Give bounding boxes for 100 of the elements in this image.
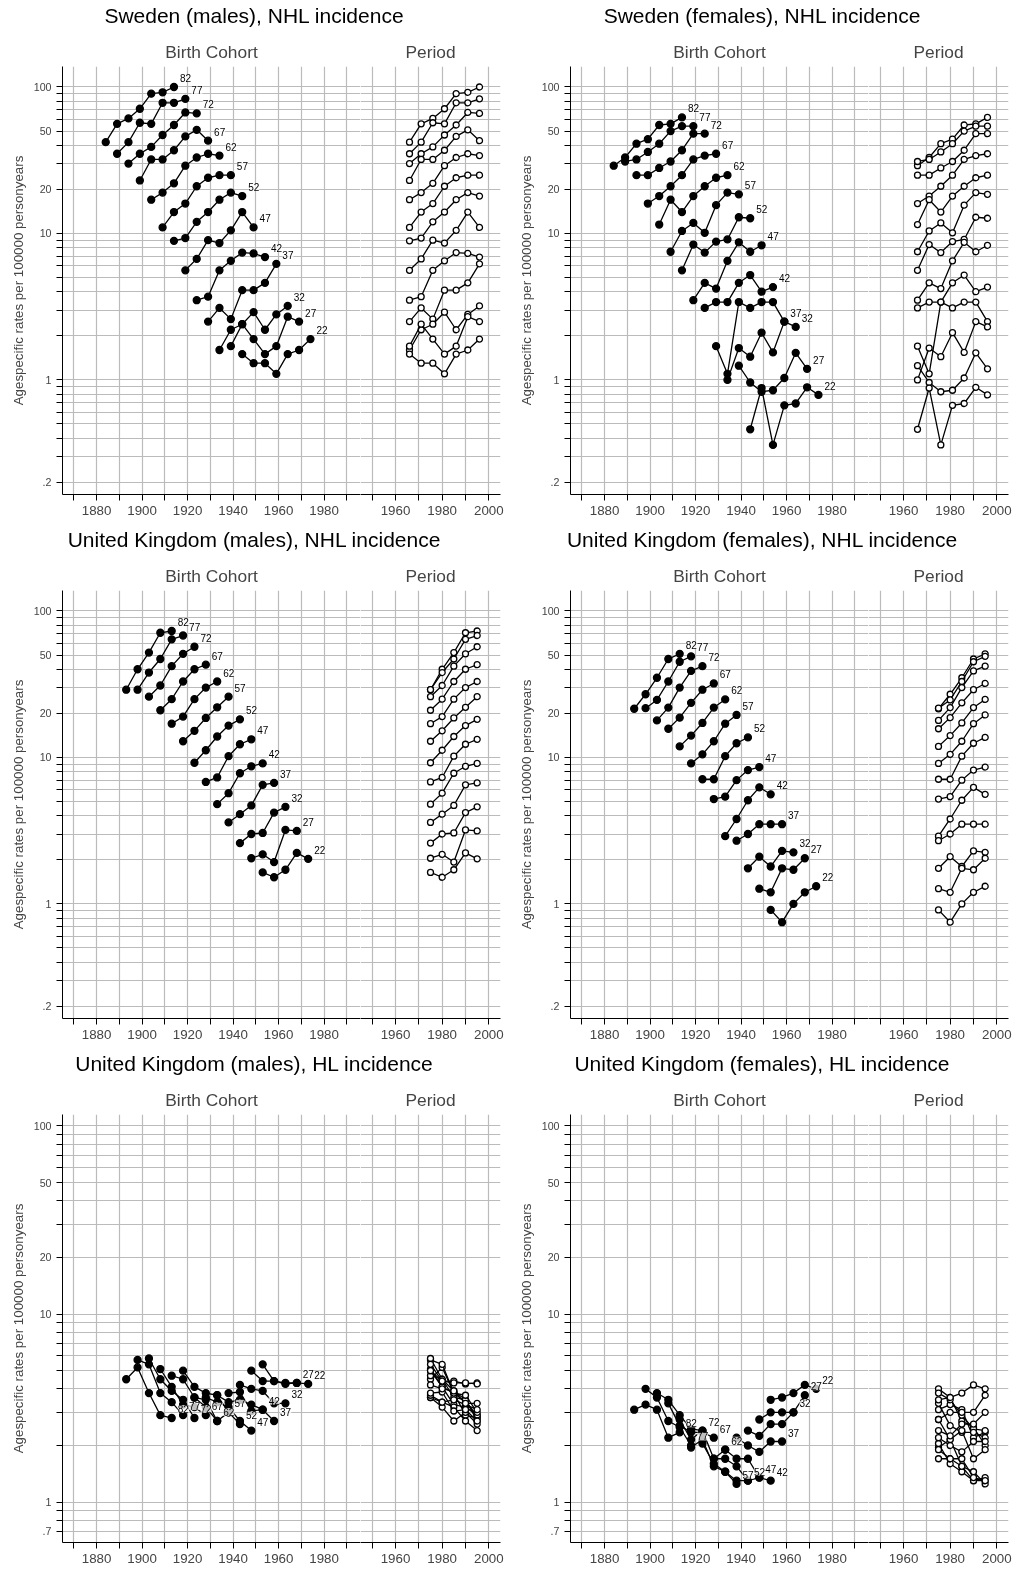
series-label: 22 xyxy=(316,325,329,337)
x-tick-label: 1960 xyxy=(771,1550,802,1566)
series-label: 67 xyxy=(211,650,224,662)
x-tick-label: 2000 xyxy=(474,1026,504,1042)
series-label: 52 xyxy=(756,204,768,216)
chart-title: United Kingdom (males), HL incidence xyxy=(74,1052,434,1076)
chart-subtitle: Period xyxy=(405,565,456,586)
y-tick-label: 10 xyxy=(39,751,52,764)
series-label: 27 xyxy=(302,816,315,828)
x-tick-label: 1980 xyxy=(427,502,457,518)
series-label: 27 xyxy=(810,844,823,856)
series-label: 62 xyxy=(731,1435,743,1447)
y-tick-label: 50 xyxy=(547,649,560,662)
x-tick-label: 1920 xyxy=(172,502,203,518)
y-tick-label: 1 xyxy=(553,1496,560,1509)
y-tick-label: 50 xyxy=(547,1176,560,1189)
series-label: 67 xyxy=(214,126,226,138)
y-axis-title: Agespecific rates per 100000 personyears xyxy=(518,155,534,406)
y-axis-title: Agespecific rates per 100000 personyears xyxy=(518,679,534,930)
series-label: 52 xyxy=(245,705,258,717)
series-label: 62 xyxy=(225,141,238,153)
x-tick-label: 1940 xyxy=(218,1026,248,1042)
y-tick-label: 10 xyxy=(547,751,560,764)
y-tick-label: .2 xyxy=(42,1000,52,1013)
series-label: 52 xyxy=(753,723,766,735)
series-label: 37 xyxy=(280,768,292,780)
series-label: 57 xyxy=(742,700,755,712)
series-label: 77 xyxy=(697,1431,709,1443)
series-label: 62 xyxy=(223,667,235,679)
chart-title: Sweden (males), NHL incidence xyxy=(103,4,405,28)
x-tick-label: 1980 xyxy=(309,1026,339,1042)
x-tick-label: 1880 xyxy=(81,502,112,518)
series-label: 77 xyxy=(699,112,711,124)
chart-subtitle: Period xyxy=(913,1089,964,1110)
x-tick-label: 1920 xyxy=(680,502,711,518)
x-tick-label: 1880 xyxy=(589,1026,620,1042)
y-tick-label: 1 xyxy=(553,373,560,386)
y-tick-label: 50 xyxy=(39,125,52,138)
chart-subtitle: Birth Cohort xyxy=(673,565,766,586)
series-label: 47 xyxy=(765,753,777,765)
x-tick-label: 1940 xyxy=(218,1550,248,1566)
series-label: 22 xyxy=(822,1374,834,1386)
y-tick-label: 1 xyxy=(45,897,52,910)
series-label: 37 xyxy=(790,307,802,319)
y-tick-label: 20 xyxy=(547,707,560,720)
y-tick-label: 100 xyxy=(33,604,52,617)
y-tick-label: .7 xyxy=(42,1525,52,1538)
y-tick-label: 1 xyxy=(45,373,52,386)
series-label: 37 xyxy=(282,249,294,261)
chart-title: United Kingdom (males), NHL incidence xyxy=(66,528,442,552)
x-tick-label: 2000 xyxy=(474,502,504,518)
series-label: 67 xyxy=(211,1401,224,1413)
chart-subtitle: Period xyxy=(405,41,456,62)
chart-title: United Kingdom (females), HL incidence xyxy=(573,1052,951,1076)
series-label: 27 xyxy=(302,1368,315,1380)
x-tick-label: 1980 xyxy=(309,502,339,518)
y-tick-label: 20 xyxy=(547,1251,560,1264)
x-tick-label: 1900 xyxy=(635,502,665,518)
x-tick-label: 1960 xyxy=(380,1026,411,1042)
series-label: 37 xyxy=(280,1406,292,1418)
chart-subtitle: Period xyxy=(405,1089,456,1110)
x-tick-label: 1960 xyxy=(888,502,919,518)
series-label: 62 xyxy=(733,161,746,173)
series-label: 42 xyxy=(776,780,789,792)
series-label: 82 xyxy=(685,639,698,651)
series-label: 42 xyxy=(270,243,283,255)
series-label: 82 xyxy=(179,72,192,84)
x-tick-label: 1880 xyxy=(589,1550,620,1566)
series-label: 57 xyxy=(742,1469,755,1481)
x-tick-label: 1960 xyxy=(888,1550,919,1566)
x-tick-label: 1940 xyxy=(218,502,248,518)
y-tick-label: 10 xyxy=(547,227,560,240)
series-label: 27 xyxy=(305,307,317,319)
series-label: 32 xyxy=(291,792,303,804)
x-tick-label: 1940 xyxy=(726,1026,756,1042)
x-tick-label: 2000 xyxy=(982,1550,1012,1566)
x-tick-label: 1980 xyxy=(427,1026,457,1042)
x-tick-label: 1940 xyxy=(726,502,756,518)
y-tick-label: 10 xyxy=(39,227,52,240)
x-tick-label: 1880 xyxy=(81,1550,112,1566)
series-label: 52 xyxy=(245,1410,258,1422)
chart-subtitle: Birth Cohort xyxy=(673,1089,766,1110)
x-tick-label: 1920 xyxy=(680,1550,711,1566)
series-label: 42 xyxy=(778,273,791,285)
x-tick-label: 1900 xyxy=(127,1550,157,1566)
series-label: 82 xyxy=(177,617,190,628)
series-label: 72 xyxy=(202,99,215,111)
y-axis-title: Agespecific rates per 100000 personyears xyxy=(10,155,26,406)
series-label: 32 xyxy=(293,291,306,303)
y-tick-label: 50 xyxy=(547,125,560,138)
x-tick-label: 1900 xyxy=(635,1550,665,1566)
x-tick-label: 1900 xyxy=(127,502,157,518)
x-tick-label: 1960 xyxy=(263,1026,294,1042)
x-tick-label: 1920 xyxy=(172,1550,203,1566)
series-label: 77 xyxy=(191,84,203,96)
x-tick-label: 1960 xyxy=(380,502,411,518)
x-tick-label: 1920 xyxy=(172,1026,203,1042)
y-tick-label: .2 xyxy=(550,1000,560,1013)
x-tick-label: 1960 xyxy=(263,502,294,518)
y-tick-label: 20 xyxy=(547,183,560,196)
